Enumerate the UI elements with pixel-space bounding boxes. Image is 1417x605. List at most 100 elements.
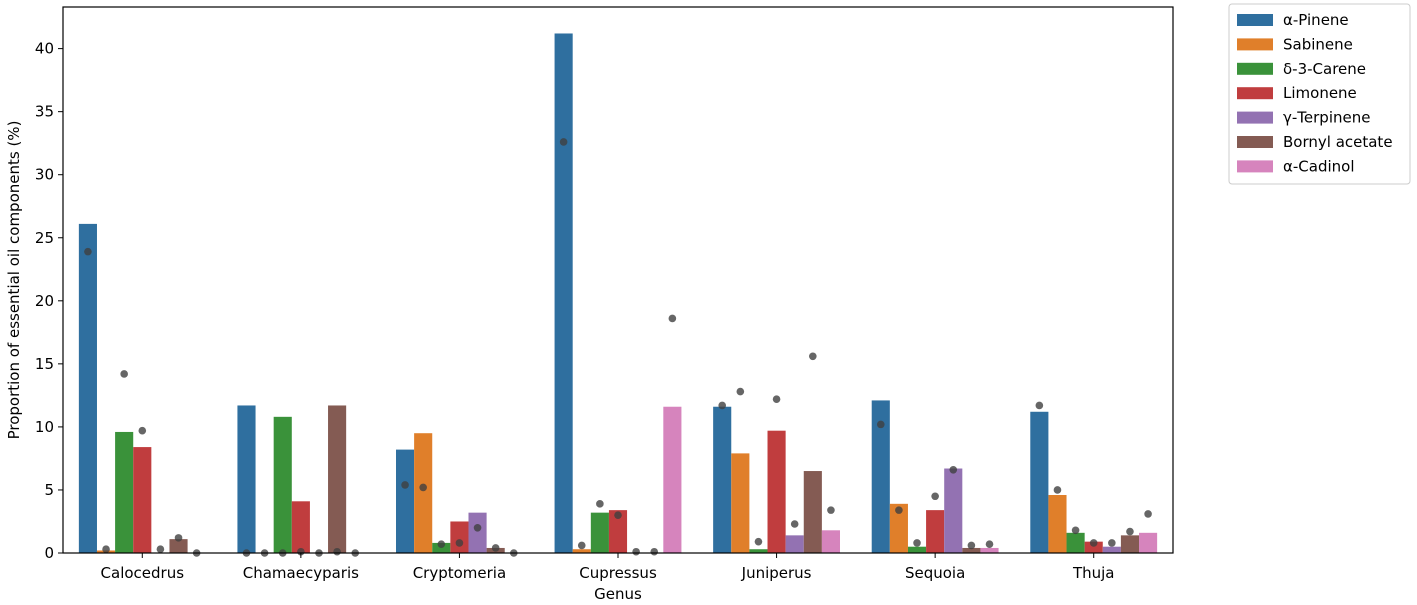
point-3-1 <box>577 541 586 550</box>
x-tick-label: Cupressus <box>579 564 657 582</box>
bar-5-6 <box>980 547 999 553</box>
point-6-3 <box>1089 539 1098 547</box>
point-4-0 <box>718 401 726 410</box>
point-5-2 <box>913 539 921 547</box>
bar-3-2 <box>590 512 609 553</box>
bar-2-0 <box>396 449 415 553</box>
legend-swatch <box>1237 14 1273 26</box>
bar-6-1 <box>1048 495 1067 553</box>
point-4-6 <box>827 506 835 514</box>
point-4-5 <box>809 352 817 361</box>
x-tick-label: Sequoia <box>905 564 965 582</box>
y-tick-label: 20 <box>35 292 54 310</box>
bar-6-2 <box>1066 532 1085 553</box>
point-6-1 <box>1053 486 1062 494</box>
legend-label: Limonene <box>1283 84 1357 102</box>
x-tick-label: Cryptomeria <box>413 564 506 582</box>
legend-swatch <box>1237 38 1273 51</box>
x-tick-label: Juniperus <box>741 564 812 582</box>
point-3-5 <box>650 547 659 556</box>
point-2-1 <box>419 483 427 492</box>
bar-3-0 <box>554 33 573 554</box>
bar-5-4 <box>944 468 963 553</box>
point-2-5 <box>491 544 500 552</box>
bar-2-3 <box>450 521 469 553</box>
bar-1-5 <box>328 405 347 553</box>
legend-label: α-Cadinol <box>1283 157 1355 175</box>
bar-2-1 <box>414 433 433 553</box>
y-axis: 0 5 10 15 20 25 30 35 40 <box>35 40 63 562</box>
point-1-5 <box>333 547 341 556</box>
point-5-3 <box>931 492 939 501</box>
point-4-2 <box>754 537 763 546</box>
x-tick-label: Chamaecyparis <box>243 564 359 582</box>
point-5-4 <box>949 465 958 474</box>
bar-2-4 <box>468 512 487 553</box>
point-3-3 <box>614 511 622 519</box>
point-3-2 <box>596 500 604 508</box>
point-4-1 <box>736 387 745 396</box>
bar-5-1 <box>889 503 908 553</box>
y-axis-title: Proportion of essential oil components (… <box>5 121 23 440</box>
point-2-4 <box>473 523 482 532</box>
y-tick-label: 15 <box>35 355 54 373</box>
bar-3-1 <box>572 549 591 553</box>
legend-label: Bornyl acetate <box>1283 133 1393 151</box>
legend-swatch <box>1237 62 1273 75</box>
bar-6-4 <box>1102 546 1121 553</box>
bar-6-6 <box>1139 532 1158 553</box>
bar-0-5 <box>169 539 188 553</box>
point-3-4 <box>632 547 640 556</box>
point-3-0 <box>559 138 568 146</box>
point-1-3 <box>297 547 305 556</box>
bar-1-3 <box>291 501 310 553</box>
point-5-0 <box>876 420 885 429</box>
point-2-3 <box>455 539 464 547</box>
bar-4-4 <box>785 535 804 553</box>
point-5-5 <box>967 541 976 550</box>
y-tick-label: 5 <box>44 481 54 499</box>
legend: α-Pinene Sabinene δ-3-Carene Limonene γ-Terp… <box>1228 3 1411 185</box>
x-axis: Calocedrus Chamaecyparis Cryptomeria Cupres… <box>101 553 1115 582</box>
point-4-3 <box>772 395 781 403</box>
bar-5-3 <box>926 510 945 553</box>
bar-5-0 <box>871 400 890 553</box>
y-tick-label: 25 <box>35 229 54 247</box>
bar-0-3 <box>133 447 152 553</box>
point-0-3 <box>138 426 147 435</box>
point-0-4 <box>156 545 165 554</box>
bar-4-0 <box>713 406 732 553</box>
point-4-4 <box>790 520 799 528</box>
point-6-5 <box>1126 527 1134 536</box>
bar-6-3 <box>1084 541 1103 553</box>
bar-4-6 <box>821 530 840 553</box>
bar-0-0 <box>78 223 97 553</box>
bar-6-5 <box>1120 535 1140 553</box>
bar-5-2 <box>907 546 927 553</box>
bar-4-1 <box>731 453 750 553</box>
point-0-0 <box>84 247 92 256</box>
point-0-1 <box>102 545 110 554</box>
x-axis-title: Genus <box>594 585 642 603</box>
bars-layer <box>78 33 1158 554</box>
point-6-0 <box>1035 401 1044 410</box>
legend-label: γ-Terpinene <box>1283 109 1370 127</box>
point-0-2 <box>120 370 128 378</box>
bar-1-0 <box>237 405 256 553</box>
x-tick-label: Thuja <box>1072 564 1115 582</box>
bar-4-5 <box>803 471 822 553</box>
legend-swatch <box>1237 160 1273 173</box>
legend-box <box>1228 3 1411 185</box>
legend-swatch <box>1237 87 1273 100</box>
point-6-2 <box>1071 526 1080 535</box>
point-3-6 <box>668 314 677 323</box>
y-tick-label: 40 <box>35 40 54 58</box>
bar-1-2 <box>273 416 292 553</box>
legend-label: Sabinene <box>1283 35 1353 53</box>
point-2-0 <box>401 481 409 489</box>
y-tick-label: 30 <box>35 166 54 184</box>
bar-4-3 <box>767 430 786 553</box>
legend-swatch <box>1237 136 1273 148</box>
plot-frame <box>62 6 1174 554</box>
point-2-2 <box>437 540 446 548</box>
